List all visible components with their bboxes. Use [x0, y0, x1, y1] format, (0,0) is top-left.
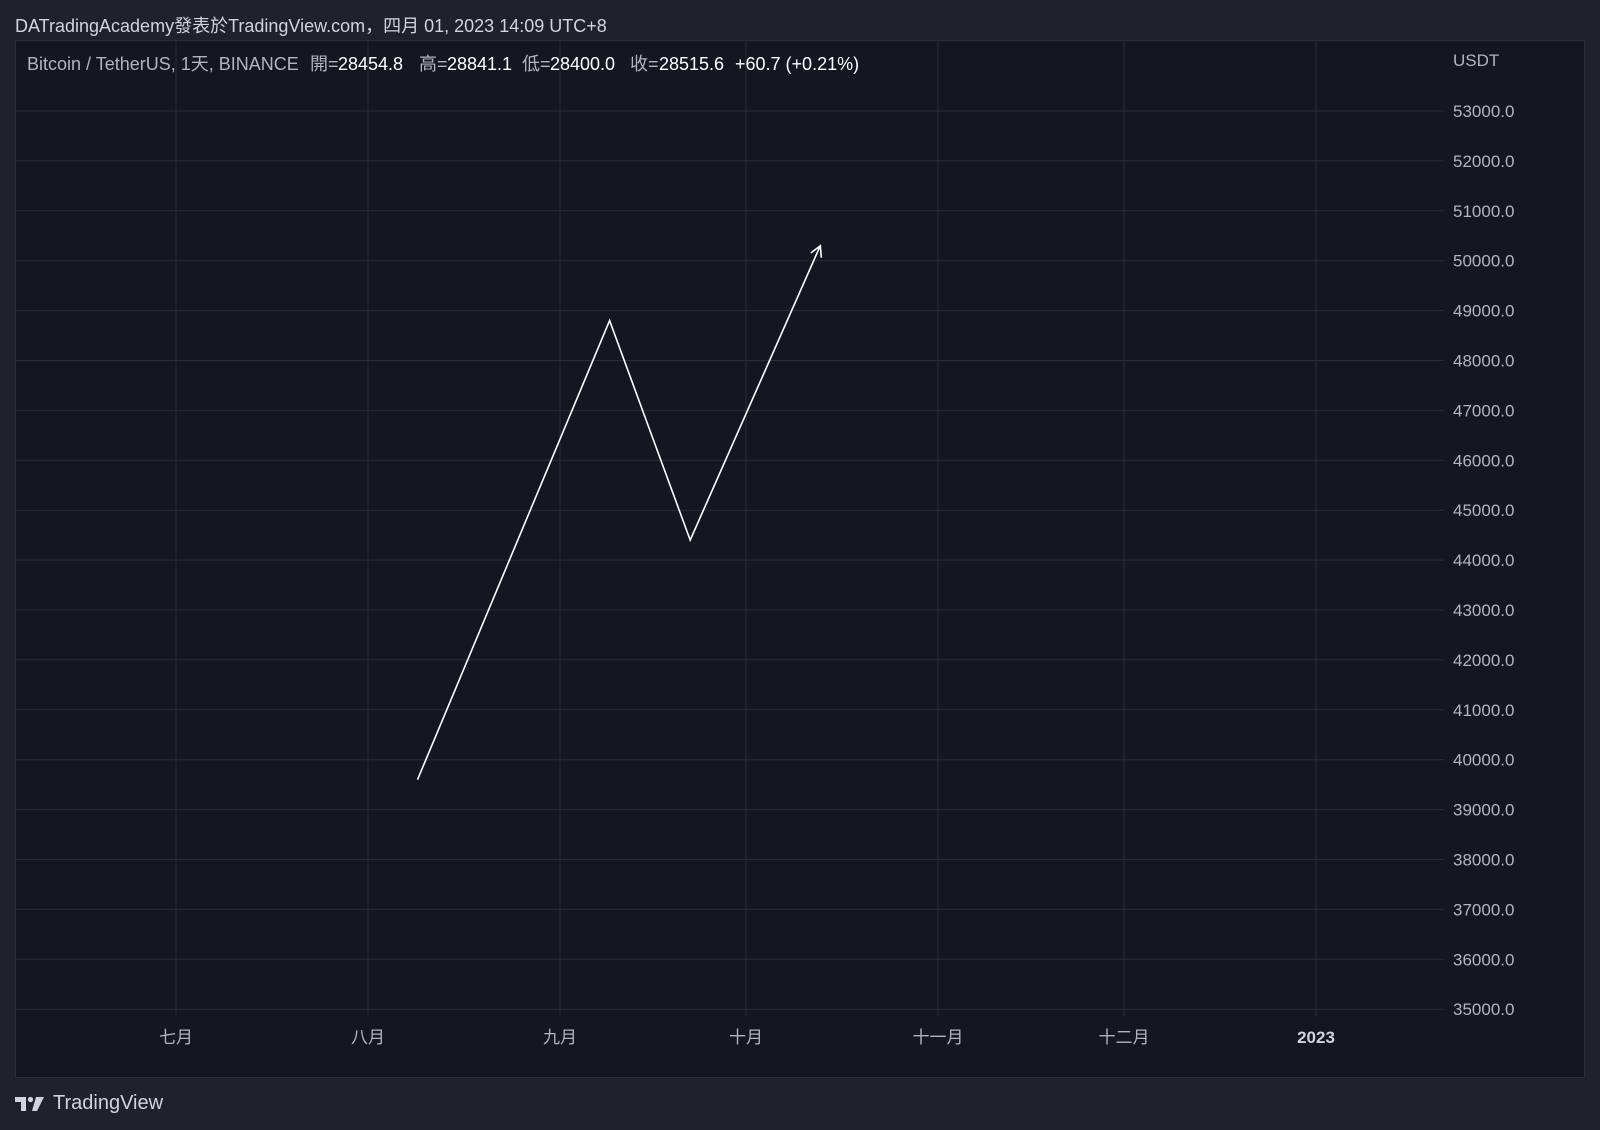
y-tick-label: 45000.0: [1453, 501, 1514, 520]
legend-symbol: Bitcoin / TetherUS, 1天, BINANCE: [27, 54, 299, 74]
trend-line[interactable]: [416, 245, 822, 781]
y-tick-label: 46000.0: [1453, 451, 1514, 470]
publish-info: DATradingAcademy發表於TradingView.com，四月 01…: [15, 16, 607, 36]
y-tick-label: 38000.0: [1453, 851, 1514, 870]
price-chart[interactable]: Bitcoin / TetherUS, 1天, BINANCE 開= 28454…: [16, 41, 1584, 1077]
y-tick-label: 40000.0: [1453, 751, 1514, 770]
y-tick-label: 39000.0: [1453, 801, 1514, 820]
y-tick-label: 44000.0: [1453, 551, 1514, 570]
x-tick-label: 七月: [159, 1028, 193, 1047]
x-tick-label: 十月: [729, 1028, 763, 1047]
legend-open-label: 開=: [310, 54, 339, 74]
legend-low-label: 低=: [522, 54, 551, 74]
y-axis-unit-label: USDT: [1453, 51, 1499, 70]
drawing-layer: [416, 244, 823, 781]
legend-high-value: 28841.1: [447, 54, 512, 74]
x-tick-label: 2023: [1297, 1028, 1335, 1047]
legend-close-label: 收=: [630, 54, 659, 74]
y-tick-label: 36000.0: [1453, 950, 1514, 969]
x-tick-label: 十二月: [1099, 1028, 1150, 1047]
legend-low-value: 28400.0: [550, 54, 615, 74]
y-tick-label: 35000.0: [1453, 1000, 1514, 1019]
y-tick-label: 49000.0: [1453, 302, 1514, 321]
legend-open-value: 28454.8: [338, 54, 403, 74]
y-tick-label: 43000.0: [1453, 601, 1514, 620]
y-tick-label: 47000.0: [1453, 401, 1514, 420]
y-tick-label: 50000.0: [1453, 252, 1514, 271]
legend-change: +60.7 (+0.21%): [735, 54, 859, 74]
y-tick-label: 48000.0: [1453, 352, 1514, 371]
y-tick-label: 53000.0: [1453, 102, 1514, 121]
x-tick-label: 十一月: [913, 1028, 964, 1047]
x-axis[interactable]: 七月 八月 九月 十月 十一月 十二月 2023: [159, 1028, 1335, 1047]
y-tick-label: 37000.0: [1453, 900, 1514, 919]
x-tick-label: 八月: [351, 1028, 385, 1047]
y-tick-label: 52000.0: [1453, 152, 1514, 171]
footer-brand-label: TradingView: [53, 1092, 164, 1114]
x-tick-label: 九月: [543, 1028, 577, 1047]
legend-high-label: 高=: [419, 54, 448, 74]
legend-close-value: 28515.6: [659, 54, 724, 74]
grid: [16, 41, 1444, 1016]
y-tick-label: 42000.0: [1453, 651, 1514, 670]
tradingview-logo-icon: [15, 1096, 44, 1111]
footer-brand[interactable]: TradingView: [15, 1092, 163, 1115]
chart-area[interactable]: Bitcoin / TetherUS, 1天, BINANCE 開= 28454…: [15, 40, 1585, 1078]
y-tick-label: 41000.0: [1453, 701, 1514, 720]
symbol-legend: Bitcoin / TetherUS, 1天, BINANCE 開= 28454…: [27, 54, 859, 74]
arrow-head: [810, 244, 823, 258]
y-axis[interactable]: 53000.0 52000.0 51000.0 50000.0 49000.0 48000…: [1453, 102, 1514, 1019]
y-tick-label: 51000.0: [1453, 202, 1514, 221]
